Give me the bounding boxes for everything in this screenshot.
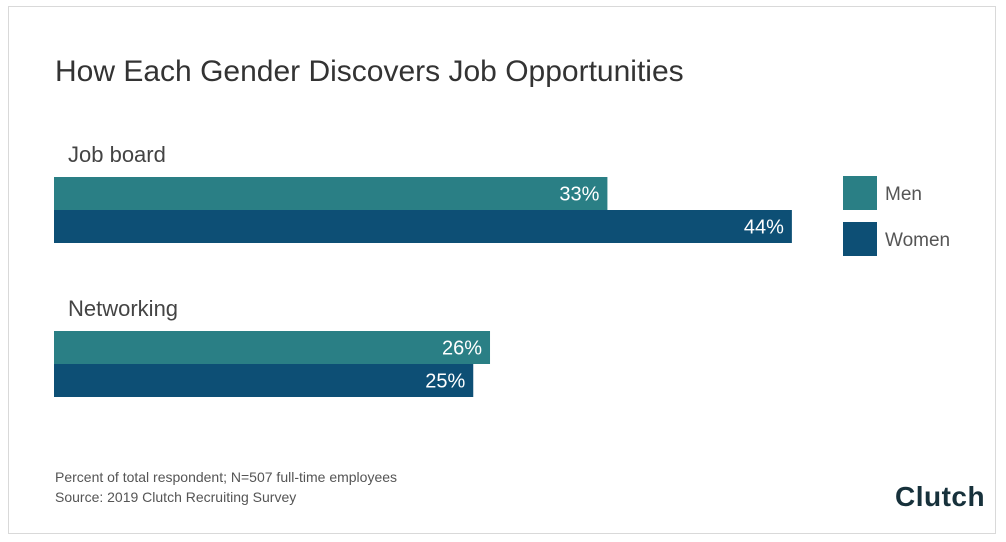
footnote-source: Source: 2019 Clutch Recruiting Survey	[55, 489, 297, 505]
chart-card: How Each Gender Discovers Job Opportunit…	[8, 6, 996, 534]
data-label: 33%	[559, 184, 599, 206]
bar	[54, 210, 792, 243]
data-label: 25%	[425, 371, 465, 393]
data-label: 26%	[442, 338, 482, 360]
legend-label: Men	[885, 184, 922, 205]
data-label: 44%	[744, 217, 784, 239]
bar-chart: Job board 33% 44% Networking 26% 25% Men Women	[54, 142, 950, 397]
legend-swatch	[843, 222, 877, 256]
bar	[54, 331, 491, 364]
clutch-logo: Clutch	[895, 481, 985, 513]
bar	[54, 177, 608, 210]
chart-title: How Each Gender Discovers Job Opportunit…	[55, 55, 684, 88]
legend-swatch	[843, 176, 877, 210]
clutch-logo-text: Clutch	[895, 481, 986, 512]
category-label: Job board	[68, 142, 166, 167]
legend-label: Women	[885, 230, 950, 251]
footnote: Percent of total respondent; N=507 full-…	[55, 467, 397, 507]
bar	[54, 364, 474, 397]
category-label: Networking	[68, 296, 178, 321]
footnote-respondents: Percent of total respondent; N=507 full-…	[55, 469, 398, 485]
